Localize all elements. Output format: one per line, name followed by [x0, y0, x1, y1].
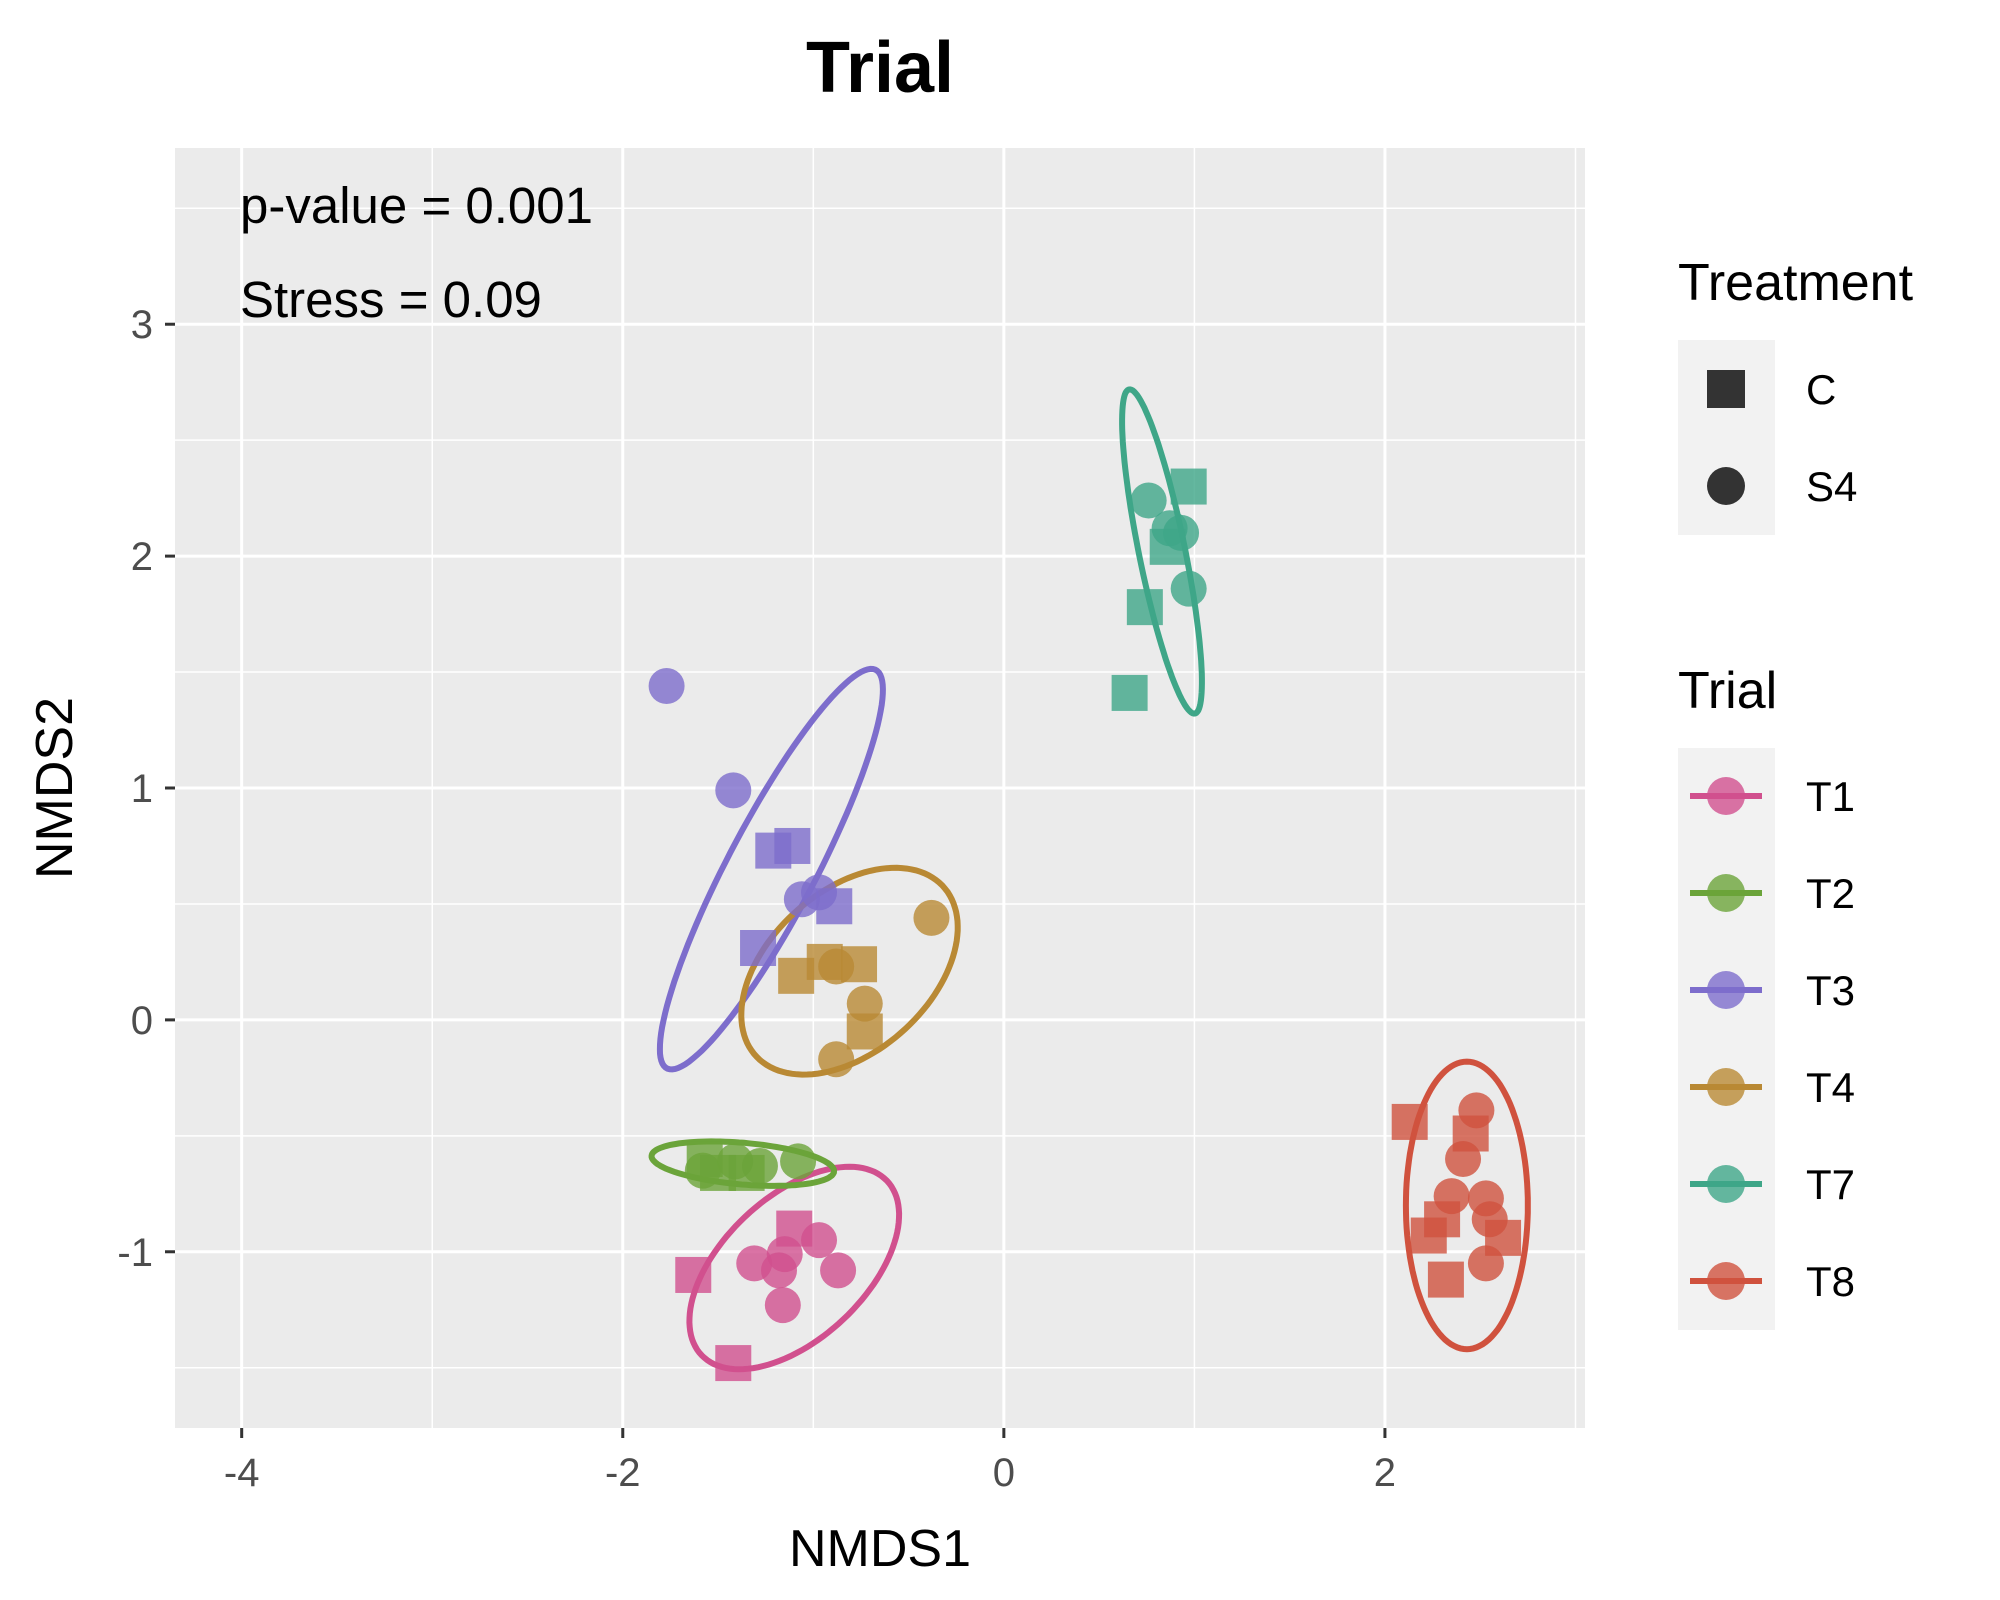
legend-dot-t1 [1707, 777, 1745, 815]
point-t3-c [740, 930, 777, 966]
trial-legend: T1 T2 T3 T4 T7 T8 [1690, 773, 1855, 1305]
point-t8-c [1391, 1103, 1428, 1140]
legend-dot-t7 [1707, 1165, 1745, 1203]
ellipse-t1 [686, 1163, 903, 1373]
treatment-legend-label: C [1806, 366, 1836, 413]
treatment-legend-label: S4 [1806, 463, 1857, 510]
point-t3-s4 [715, 772, 752, 809]
x-tick-label: -4 [224, 1451, 260, 1495]
trial-legend-label: T4 [1806, 1064, 1855, 1111]
point-t2-s4 [741, 1147, 778, 1184]
point-t8-s4 [1458, 1092, 1495, 1129]
point-t4-s4 [913, 899, 950, 936]
x-tick-label: 2 [1374, 1451, 1396, 1495]
data-points [648, 468, 1522, 1382]
point-t3-s4 [648, 667, 685, 704]
trial-legend-label: T7 [1806, 1161, 1855, 1208]
point-t8-s4 [1467, 1245, 1504, 1282]
point-t8-s4 [1445, 1141, 1482, 1178]
legend-dot-t2 [1707, 874, 1745, 912]
y-axis-title: NMDS2 [26, 697, 84, 879]
point-t1-c [675, 1256, 712, 1293]
trial-legend-label: T2 [1806, 870, 1855, 917]
y-tick-label: 2 [131, 535, 153, 579]
trial-legend-label: T1 [1806, 773, 1855, 820]
legend-circle-icon [1707, 467, 1745, 505]
y-axis: -1 0 1 2 3 [117, 303, 175, 1275]
treatment-legend-title: Treatment [1678, 254, 1914, 312]
point-t7-s4 [1130, 482, 1167, 519]
treatment-legend-keys [1678, 340, 1775, 535]
point-t4-s4 [846, 985, 883, 1022]
x-tick-label: -2 [605, 1451, 641, 1495]
point-t1-s4 [764, 1287, 801, 1324]
point-t3-s4 [801, 874, 838, 911]
ellipse-t7 [1119, 386, 1205, 717]
trial-legend-title: Trial [1678, 662, 1777, 720]
y-tick-label: 1 [131, 767, 153, 811]
point-t7-s4 [1163, 514, 1200, 551]
point-t7-c [1111, 674, 1148, 711]
point-t1-s4 [801, 1222, 838, 1259]
point-t8-s4 [1433, 1178, 1470, 1215]
point-t1-s4 [820, 1252, 857, 1289]
legend-dot-t3 [1707, 971, 1745, 1009]
point-t7-s4 [1170, 570, 1207, 607]
y-tick-label: 0 [131, 999, 153, 1043]
point-t4-s4 [818, 1041, 855, 1078]
ellipse-t8 [1402, 1058, 1531, 1353]
point-t7-c [1170, 468, 1207, 505]
point-t4-s4 [818, 948, 855, 985]
point-t7-c [1126, 589, 1163, 626]
y-tick-label: -1 [117, 1231, 153, 1275]
p-value-annotation: p-value = 0.001 [240, 177, 593, 234]
x-axis-title: NMDS1 [789, 1520, 971, 1578]
trial-legend-label: T8 [1806, 1258, 1855, 1305]
point-t2-s4 [684, 1152, 721, 1189]
y-tick-label: 3 [131, 303, 153, 347]
point-t8-s4 [1471, 1201, 1508, 1238]
point-t1-c [715, 1345, 752, 1382]
x-axis: -4 -2 0 2 [224, 1428, 1396, 1495]
point-t1-s4 [761, 1252, 798, 1289]
point-t3-c [774, 827, 811, 864]
point-t2-s4 [780, 1143, 817, 1180]
ellipse-t3 [656, 665, 886, 1073]
trial-legend-keys [1678, 748, 1775, 1330]
treatment-legend: C S4 [1707, 366, 1857, 510]
ellipse-t4 [738, 864, 961, 1078]
x-tick-label: 0 [993, 1451, 1015, 1495]
chart-title: Trial [806, 28, 954, 108]
legend-square-icon [1707, 370, 1745, 408]
trial-legend-label: T3 [1806, 967, 1855, 1014]
stress-annotation: Stress = 0.09 [240, 271, 542, 328]
legend-dot-t4 [1707, 1068, 1745, 1106]
legend-dot-t8 [1707, 1262, 1745, 1300]
major-gridlines [175, 148, 1585, 1428]
point-t8-c [1427, 1261, 1464, 1298]
